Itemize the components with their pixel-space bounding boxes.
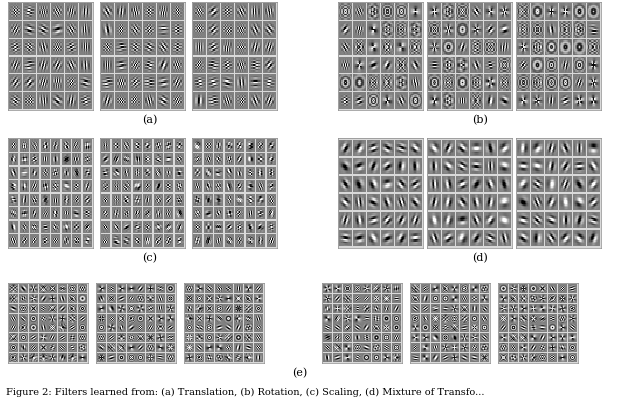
Text: (b): (b) [472,115,488,125]
Text: (d): (d) [472,253,488,263]
Text: (c): (c) [143,253,157,263]
Text: Figure 2: Filters learned from: (a) Translation, (b) Rotation, (c) Scaling, (d) : Figure 2: Filters learned from: (a) Tran… [6,388,485,397]
Text: (e): (e) [292,368,308,378]
Text: (a): (a) [142,115,157,125]
